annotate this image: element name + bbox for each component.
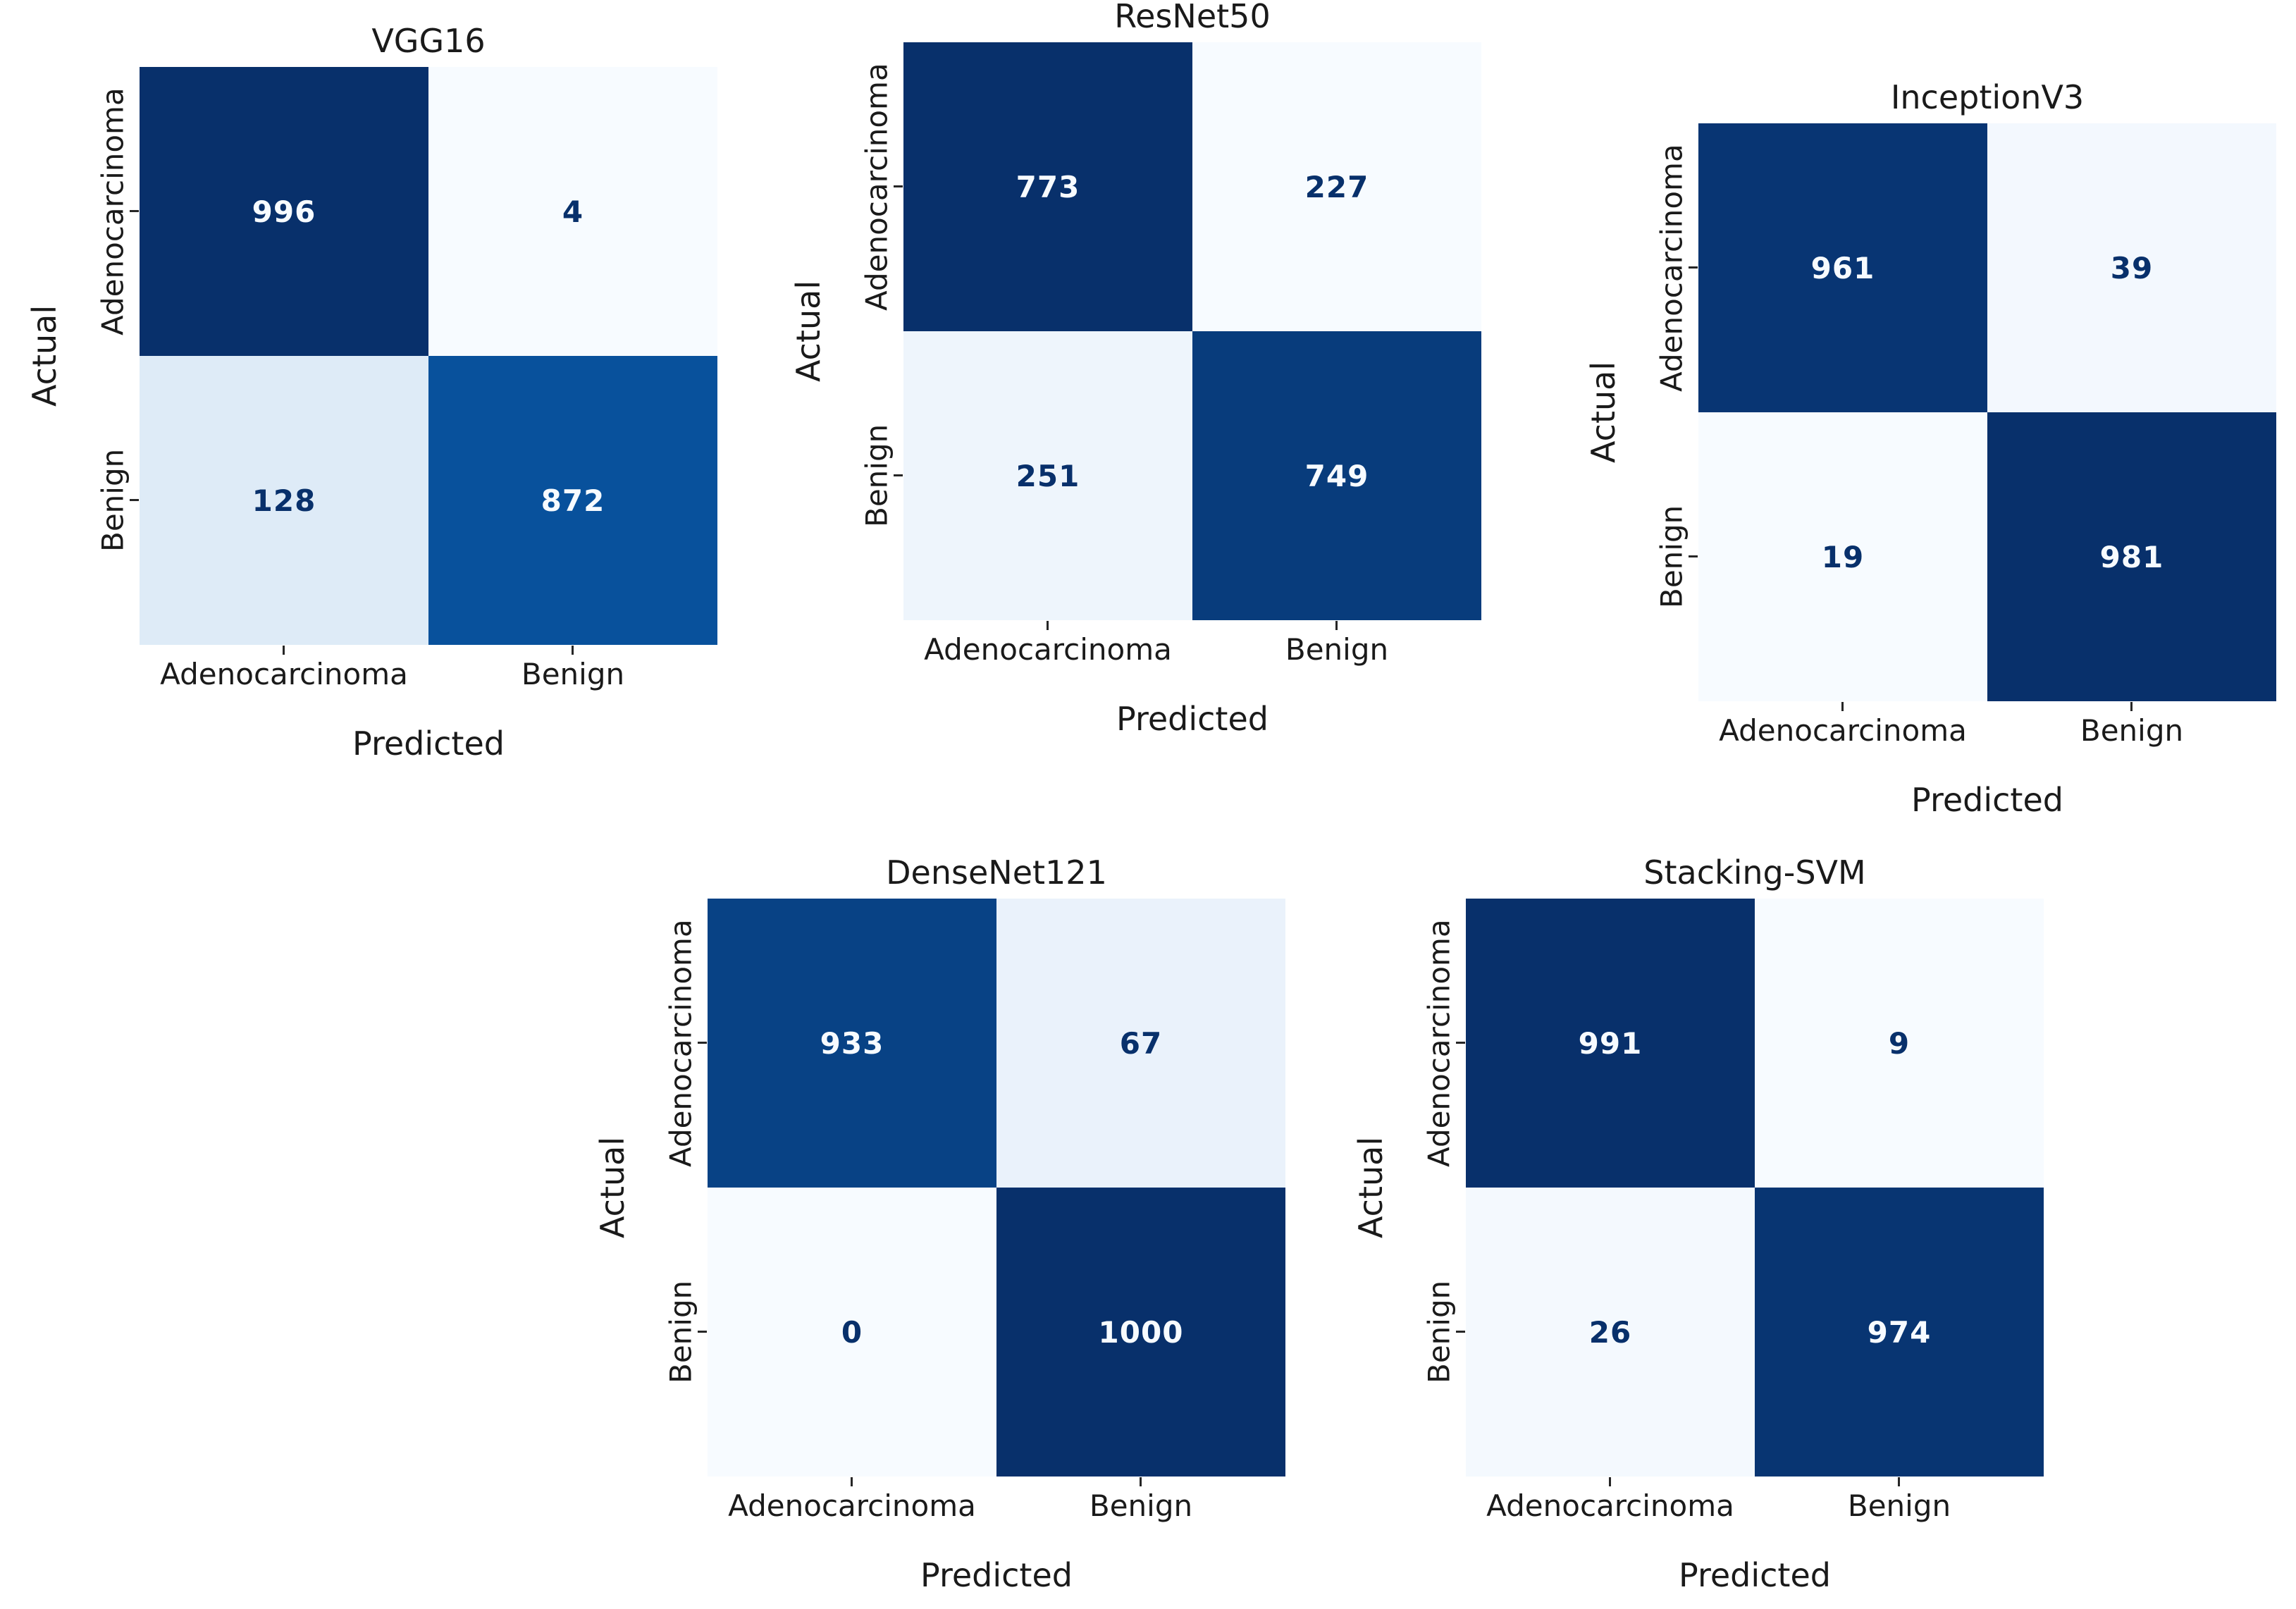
y-tick-mark — [894, 185, 903, 187]
y-tick-label-adenocarcinoma: Adenocarcinoma — [859, 63, 894, 311]
cell-true-adeno-pred-adeno: 933 — [708, 899, 996, 1188]
plot-title: Stacking-SVM — [1643, 853, 1866, 892]
cell-true-benign-pred-benign: 749 — [1192, 331, 1481, 620]
x-tick-mark — [1140, 1477, 1142, 1486]
cell-true-adeno-pred-adeno: 996 — [140, 67, 428, 356]
plot-title: VGG16 — [371, 22, 486, 60]
x-tick-label-benign: Benign — [1285, 632, 1389, 667]
y-axis-label: Actual — [25, 304, 63, 407]
x-axis-label: Predicted — [1679, 1556, 1831, 1594]
y-tick-label-benign: Benign — [1654, 505, 1689, 609]
x-tick-mark — [851, 1477, 853, 1486]
x-tick-label-benign: Benign — [521, 657, 625, 691]
matrix-cells: 961 39 19 981 — [1698, 123, 2276, 701]
x-axis-label: Predicted — [352, 725, 505, 763]
y-tick-label-adenocarcinoma: Adenocarcinoma — [95, 87, 130, 335]
x-tick-label-adenocarcinoma: Adenocarcinoma — [728, 1488, 976, 1523]
y-tick-label-adenocarcinoma: Adenocarcinoma — [1654, 144, 1689, 392]
y-axis-label: Actual — [1584, 361, 1622, 464]
plot-title: InceptionV3 — [1890, 78, 2085, 116]
x-tick-label-benign: Benign — [1847, 1488, 1951, 1523]
cell-true-benign-pred-adeno: 0 — [708, 1188, 996, 1477]
x-axis-label: Predicted — [1116, 700, 1269, 738]
y-tick-label-benign: Benign — [663, 1280, 698, 1384]
y-tick-label-adenocarcinoma: Adenocarcinoma — [1421, 919, 1457, 1167]
cell-true-adeno-pred-benign: 67 — [996, 899, 1285, 1188]
cell-true-adeno-pred-adeno: 773 — [903, 42, 1192, 331]
plot-title: ResNet50 — [1114, 0, 1271, 35]
y-tick-mark — [894, 474, 903, 476]
y-axis-label: Actual — [1352, 1136, 1390, 1239]
y-tick-mark — [130, 499, 139, 501]
cell-true-benign-pred-adeno: 128 — [140, 356, 428, 645]
x-tick-label-adenocarcinoma: Adenocarcinoma — [160, 657, 408, 691]
y-tick-mark — [1456, 1331, 1465, 1333]
x-tick-mark — [1841, 702, 1844, 711]
x-tick-mark — [1898, 1477, 1900, 1486]
y-tick-label-benign: Benign — [859, 424, 894, 528]
matrix-cells: 991 9 26 974 — [1466, 899, 2044, 1477]
x-tick-mark — [1335, 621, 1338, 630]
cell-true-benign-pred-benign: 981 — [1987, 412, 2276, 701]
y-axis-label: Actual — [593, 1136, 631, 1239]
cell-true-benign-pred-benign: 1000 — [996, 1188, 1285, 1477]
cell-true-adeno-pred-benign: 9 — [1755, 899, 2044, 1188]
x-tick-mark — [1047, 621, 1049, 630]
cell-true-benign-pred-benign: 872 — [428, 356, 717, 645]
cell-true-adeno-pred-adeno: 961 — [1698, 123, 1987, 412]
cell-true-adeno-pred-benign: 4 — [428, 67, 717, 356]
x-tick-mark — [1609, 1477, 1611, 1486]
x-tick-mark — [572, 646, 574, 655]
matrix-cells: 933 67 0 1000 — [708, 899, 1285, 1477]
y-axis-label: Actual — [789, 280, 827, 383]
y-tick-mark — [1689, 555, 1698, 557]
cell-true-benign-pred-benign: 974 — [1755, 1188, 2044, 1477]
y-tick-mark — [1689, 266, 1698, 269]
plot-title: DenseNet121 — [886, 853, 1107, 892]
y-tick-mark — [698, 1331, 707, 1333]
cell-true-adeno-pred-benign: 227 — [1192, 42, 1481, 331]
y-tick-mark — [1456, 1042, 1465, 1044]
x-axis-label: Predicted — [920, 1556, 1073, 1594]
matrix-cells: 996 4 128 872 — [140, 67, 717, 645]
x-tick-label-benign: Benign — [1089, 1488, 1193, 1523]
x-tick-mark — [2130, 702, 2133, 711]
x-axis-label: Predicted — [1911, 781, 2063, 819]
y-tick-label-adenocarcinoma: Adenocarcinoma — [663, 919, 698, 1167]
cell-true-adeno-pred-benign: 39 — [1987, 123, 2276, 412]
matrix-cells: 773 227 251 749 — [903, 42, 1481, 620]
cell-true-benign-pred-adeno: 251 — [903, 331, 1192, 620]
cell-true-benign-pred-adeno: 19 — [1698, 412, 1987, 701]
cell-true-benign-pred-adeno: 26 — [1466, 1188, 1755, 1477]
y-tick-label-benign: Benign — [1421, 1280, 1457, 1384]
y-tick-label-benign: Benign — [95, 448, 130, 553]
x-tick-label-adenocarcinoma: Adenocarcinoma — [924, 632, 1172, 667]
y-tick-mark — [698, 1042, 707, 1044]
cell-true-adeno-pred-adeno: 991 — [1466, 899, 1755, 1188]
x-tick-label-benign: Benign — [2080, 713, 2184, 748]
y-tick-mark — [130, 210, 139, 212]
x-tick-label-adenocarcinoma: Adenocarcinoma — [1486, 1488, 1734, 1523]
x-tick-label-adenocarcinoma: Adenocarcinoma — [1719, 713, 1967, 748]
x-tick-mark — [283, 646, 285, 655]
